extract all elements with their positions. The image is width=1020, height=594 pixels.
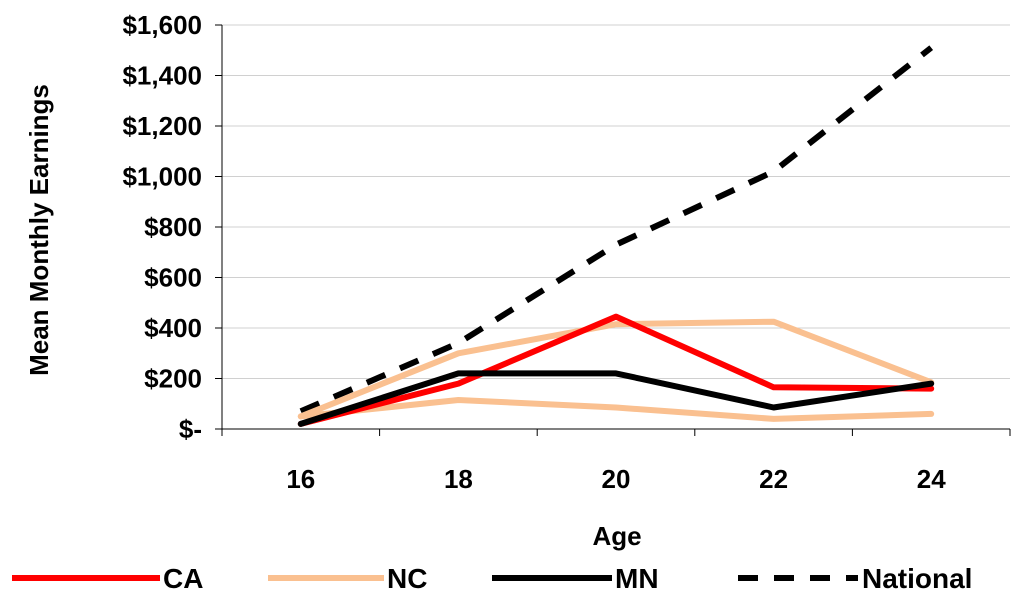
y-tick-label: $200 [144,364,202,394]
x-tick-label: 22 [759,464,788,494]
y-tick-label: $1,600 [122,10,202,40]
x-tick-label: 18 [444,464,473,494]
series-line-mn [297,370,935,427]
x-axis-title: Age [592,521,641,551]
x-tick-label: 24 [917,464,946,494]
legend-label-ca: CA [163,563,203,594]
gridlines [222,24,1010,379]
legend: CA NC MN National [12,563,972,594]
y-tick-label: $400 [144,313,202,343]
x-tick-label: 20 [602,464,631,494]
series-line-national [299,45,934,415]
axes [215,24,1011,436]
y-tick-label: $600 [144,263,202,293]
series-line-nc-secondary [297,397,935,422]
series-line-ca [297,313,935,427]
y-tick-label: $1,000 [122,162,202,192]
legend-label-mn: MN [615,563,659,594]
legend-label-nc: NC [387,563,427,594]
x-tick-label: 16 [286,464,315,494]
y-tick-label: $800 [144,212,202,242]
y-tick-labels: $- $200 $400 $600 $800 $1,000 $1,200 $1,400 $1,6… [122,10,202,444]
y-axis-title: Mean Monthly Earnings [24,84,54,376]
y-tick-label: $- [179,414,202,444]
legend-label-national: National [862,563,972,594]
x-tick-labels: 16 18 20 22 24 [286,464,946,494]
series-lines [297,45,935,427]
series-line-nc [297,318,935,420]
y-tick-label: $1,200 [122,111,202,141]
y-tick-label: $1,400 [122,61,202,91]
